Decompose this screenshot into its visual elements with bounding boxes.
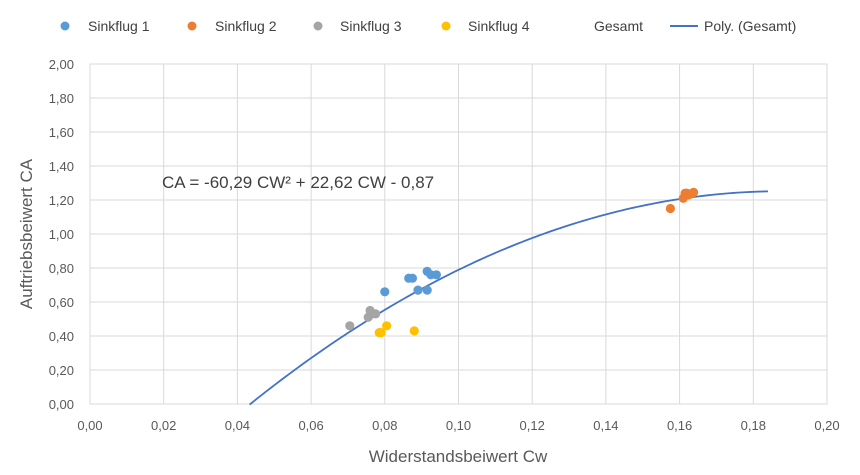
data-points [345, 187, 699, 338]
x-tick-label: 0,06 [298, 418, 323, 433]
data-point-series-1 [431, 270, 441, 280]
y-tick-label: 1,00 [49, 227, 74, 242]
legend-label-sinkflug-2: Sinkflug 2 [215, 18, 277, 34]
data-point-series-2 [689, 187, 699, 197]
y-tick-label: 0,00 [49, 397, 74, 412]
y-tick-label: 1,40 [49, 159, 74, 174]
legend: Sinkflug 1 Sinkflug 2 Sinkflug 3 Sinkflu… [60, 18, 796, 34]
data-point-series-1 [413, 285, 423, 295]
y-tick-label: 0,80 [49, 261, 74, 276]
x-tick-label: 0,16 [667, 418, 692, 433]
x-tick-label: 0,04 [225, 418, 250, 433]
legend-label-gesamt: Gesamt [594, 18, 643, 34]
trendline-curve [248, 190, 769, 406]
y-tick-label: 0,20 [49, 363, 74, 378]
x-axis: 0,00 0,02 0,04 0,06 0,08 0,10 0,12 0,14 0,16 0,18… [77, 418, 839, 433]
x-tick-label: 0,10 [446, 418, 471, 433]
data-point-series-1 [380, 287, 390, 297]
gridlines [89, 63, 828, 405]
x-tick-label: 0,00 [77, 418, 102, 433]
data-point-series-3 [370, 309, 381, 319]
x-tick-label: 0,08 [372, 418, 397, 433]
y-tick-label: 1,60 [49, 125, 74, 140]
y-tick-label: 2,00 [49, 57, 74, 72]
legend-label-trendline: Poly. (Gesamt) [704, 18, 796, 34]
legend-label-sinkflug-4: Sinkflug 4 [468, 18, 530, 34]
data-point-series-4 [382, 321, 392, 331]
trendline-equation: CA = -60,29 CW² + 22,62 CW - 0,87 [162, 173, 434, 192]
x-tick-label: 0,02 [151, 418, 176, 433]
legend-label-sinkflug-1: Sinkflug 1 [88, 18, 150, 34]
y-tick-label: 0,60 [49, 295, 74, 310]
data-point-series-2 [665, 203, 675, 214]
data-point-series-1 [407, 273, 418, 283]
y-tick-label: 1,80 [49, 91, 74, 106]
legend-marker-sinkflug-4 [441, 21, 451, 31]
data-point-series-4 [409, 326, 419, 336]
legend-label-sinkflug-3: Sinkflug 3 [340, 18, 402, 34]
legend-marker-sinkflug-2 [187, 21, 197, 31]
x-axis-title: Widerstandsbeiwert Cw [369, 447, 548, 466]
data-point-series-4 [376, 328, 386, 338]
x-tick-label: 0,12 [520, 418, 545, 433]
legend-marker-sinkflug-3 [313, 21, 323, 31]
x-tick-label: 0,18 [741, 418, 766, 433]
x-tick-label: 0,20 [814, 418, 839, 433]
trendline [248, 190, 769, 406]
y-axis: 0,00 0,20 0,40 0,60 0,80 1,00 1,20 1,40 1,60 1,80… [49, 57, 74, 412]
x-tick-label: 0,14 [593, 418, 618, 433]
legend-marker-sinkflug-1 [60, 21, 70, 31]
data-point-series-1 [422, 285, 432, 295]
data-point-series-3 [345, 321, 355, 331]
y-tick-label: 1,20 [49, 193, 74, 208]
y-tick-label: 0,40 [49, 329, 74, 344]
y-axis-title: Auftriebsbeiwert CA [17, 158, 36, 309]
